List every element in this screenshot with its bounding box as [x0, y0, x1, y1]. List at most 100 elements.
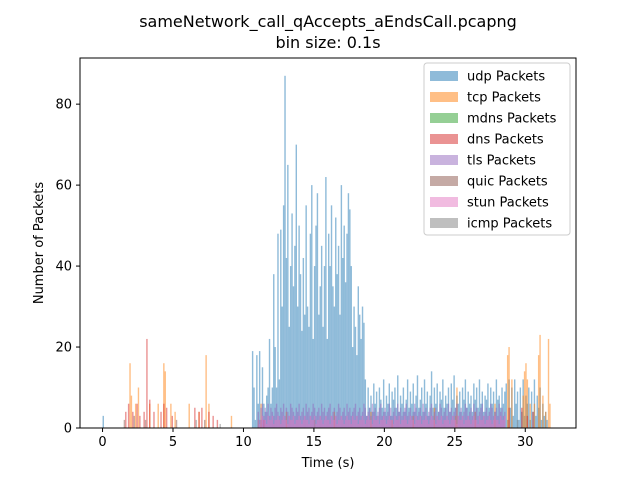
histogram-bar: [268, 338, 271, 428]
histogram-bar: [457, 415, 460, 428]
histogram-bar: [301, 423, 303, 428]
histogram-bar: [530, 391, 533, 428]
histogram-bar: [432, 419, 434, 428]
histogram-bar: [171, 415, 173, 428]
histogram-bar: [323, 407, 326, 428]
histogram-bar: [516, 419, 519, 428]
histogram-bar: [443, 419, 445, 428]
histogram-bar: [261, 367, 264, 428]
histogram-bar: [146, 338, 148, 428]
histogram-bar: [280, 423, 282, 428]
histogram-bar: [339, 314, 341, 428]
histogram-bar: [444, 407, 447, 428]
histogram-bar: [392, 411, 395, 428]
histogram-bar: [354, 419, 357, 428]
histogram-bar: [413, 403, 416, 428]
histogram-bar: [261, 403, 264, 428]
histogram-bar: [440, 415, 443, 428]
histogram-bar: [322, 423, 324, 428]
histogram-bar: [453, 419, 455, 428]
histogram-bar: [256, 355, 258, 428]
histogram-bar: [422, 419, 424, 428]
histogram-bar: [275, 419, 278, 428]
histogram-bar: [304, 314, 306, 428]
histogram-bar: [391, 419, 393, 428]
legend-label: icmp Packets: [467, 217, 552, 232]
histogram-bar: [501, 407, 503, 428]
histogram-bar: [263, 403, 265, 428]
histogram-bar: [478, 415, 481, 428]
histogram-bar: [368, 419, 371, 428]
histogram-bar: [452, 399, 454, 428]
histogram-bar: [421, 423, 423, 428]
histogram-bar: [497, 419, 499, 428]
histogram-bar: [540, 419, 543, 428]
x-tick-label: 0: [98, 435, 106, 450]
histogram-bar: [470, 423, 472, 428]
histogram-bar: [280, 229, 282, 428]
histogram-bar: [326, 338, 328, 428]
histogram-bar: [481, 403, 483, 428]
histogram-bar: [421, 387, 423, 428]
histogram-bar: [299, 419, 302, 428]
histogram-bar: [429, 407, 431, 428]
histogram-bar: [380, 419, 382, 428]
legend-frame: [423, 62, 571, 236]
histogram-bar: [449, 423, 451, 428]
x-tick-label: 15: [306, 435, 323, 450]
histogram-bar: [289, 266, 292, 428]
histogram-bar: [499, 415, 502, 428]
histogram-bar: [426, 391, 429, 428]
legend-label: udp Packets: [467, 70, 545, 85]
histogram-bar: [346, 415, 348, 428]
histogram-bar: [385, 423, 388, 428]
histogram-bar: [375, 419, 378, 428]
series-stun-bars: [257, 415, 506, 428]
histogram-bar: [335, 217, 337, 428]
histogram-bar: [134, 403, 137, 428]
histogram-bar: [347, 193, 350, 428]
histogram-bar: [392, 423, 395, 428]
histogram-bar: [194, 407, 196, 428]
histogram-bar: [442, 415, 444, 428]
histogram-bar: [336, 423, 338, 428]
histogram-bar: [313, 266, 316, 428]
histogram-bar: [480, 419, 482, 428]
histogram-bar: [364, 379, 367, 428]
histogram-bar: [521, 407, 523, 428]
histogram-bar: [397, 419, 399, 428]
histogram-bar: [387, 419, 389, 428]
histogram-bar: [492, 391, 495, 428]
histogram-bar: [488, 415, 491, 428]
histogram-bar: [435, 423, 437, 428]
histogram-bar: [450, 407, 452, 428]
histogram-bar: [377, 415, 379, 428]
histogram-bar: [318, 314, 320, 428]
histogram-bar: [339, 419, 341, 428]
histogram-bar: [313, 415, 316, 428]
histogram-bar: [301, 330, 303, 428]
histogram-bar: [312, 338, 314, 428]
histogram-bar: [394, 415, 396, 428]
histogram-bar: [127, 403, 130, 428]
histogram-bar: [260, 407, 262, 428]
legend-swatch: [430, 134, 458, 144]
histogram-bar: [306, 306, 309, 428]
histogram-bar: [494, 415, 496, 428]
histogram-bar: [483, 415, 485, 428]
histogram-bar: [439, 403, 441, 428]
histogram-bar: [325, 415, 327, 428]
histogram-bar: [516, 391, 519, 428]
histogram-bar: [349, 209, 351, 428]
histogram-bar: [198, 411, 200, 428]
histogram-bar: [429, 419, 431, 428]
histogram-bar: [388, 415, 390, 428]
histogram-bar: [412, 383, 414, 428]
histogram-bar: [143, 411, 145, 428]
histogram-bar: [315, 415, 317, 428]
histogram-bar: [545, 411, 547, 428]
histogram-bar: [460, 407, 462, 428]
histogram-bar: [292, 286, 295, 428]
histogram-bar: [266, 411, 268, 428]
